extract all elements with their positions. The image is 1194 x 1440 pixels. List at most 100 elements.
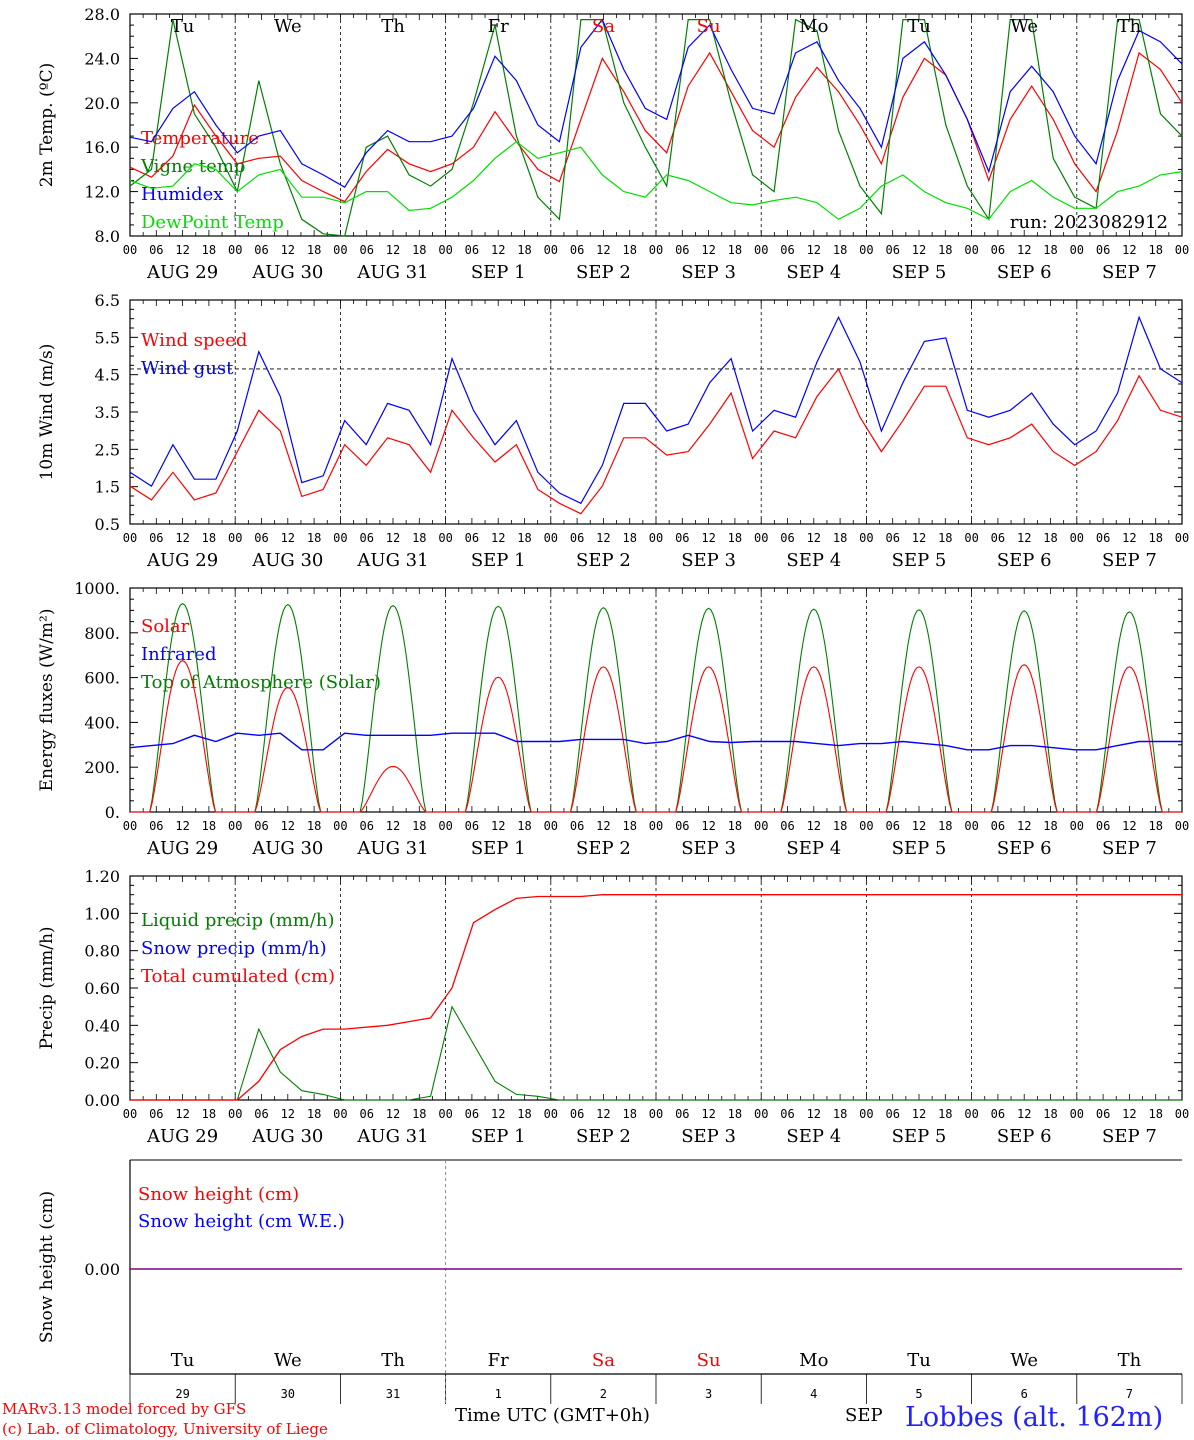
x-date-label: SEP 3 — [681, 550, 736, 571]
x-hour-tick-label: 00 — [438, 1107, 452, 1121]
series-line — [130, 894, 1182, 1101]
x-hour-tick-label: 12 — [1122, 819, 1136, 833]
day-number-label: 7 — [1126, 1387, 1133, 1401]
x-date-label: SEP 5 — [892, 838, 947, 859]
x-hour-tick-label: 12 — [912, 531, 926, 545]
series-line — [129, 18, 1183, 189]
y-tick-label: 16.0 — [84, 138, 120, 157]
x-hour-tick-label: 06 — [991, 531, 1005, 545]
x-hour-tick-label: 12 — [491, 819, 505, 833]
panel-2: 00 06 12 18 AUG 29 00 06 12 18 AUG 30 00 06 12 18 AUG … — [37, 291, 1189, 571]
day-name-label: Th — [1118, 16, 1142, 37]
x-hour-tick-label: 12 — [175, 531, 189, 545]
x-hour-tick-label: 18 — [202, 243, 216, 257]
day-name-label: Tu — [907, 16, 931, 37]
x-date-label: SEP 4 — [786, 262, 841, 283]
x-hour-tick-label: 06 — [675, 531, 689, 545]
day-number-label: 6 — [1021, 1387, 1028, 1401]
y-tick-label: 20.0 — [84, 94, 120, 113]
day-name-label: Su — [697, 1350, 721, 1371]
x-hour-tick-label: 00 — [1070, 531, 1084, 545]
x-hour-tick-label: 00 — [859, 243, 873, 257]
x-date-label: SEP 6 — [997, 838, 1052, 859]
x-hour-tick-label: 06 — [885, 819, 899, 833]
series-line — [129, 140, 1183, 221]
x-hour-tick-label: 00 — [859, 819, 873, 833]
day-name-label: We — [274, 16, 302, 37]
x-hour-tick-label: 00 — [333, 243, 347, 257]
x-hour-tick-label: 18 — [202, 531, 216, 545]
y-tick-label: 24.0 — [84, 49, 120, 68]
day-name-label: Sa — [592, 1350, 615, 1371]
x-hour-tick-label: 06 — [885, 531, 899, 545]
x-hour-tick-label: 12 — [701, 531, 715, 545]
day-number-label: 2 — [600, 1387, 607, 1401]
y-axis-label: Energy fluxes (W/m²) — [37, 609, 57, 792]
x-hour-tick-label: 12 — [1017, 819, 1031, 833]
legend-entry: Wind gust — [141, 358, 234, 379]
y-tick-label: 28.0 — [84, 5, 120, 24]
x-hour-tick-label: 18 — [517, 243, 531, 257]
x-hour-tick-label: 18 — [938, 1107, 952, 1121]
x-hour-tick-label: 06 — [1096, 1107, 1110, 1121]
day-name-label: Su — [697, 16, 721, 37]
x-hour-tick-label: 18 — [728, 531, 742, 545]
x-hour-tick-label: 06 — [465, 531, 479, 545]
x-hour-tick-label: 12 — [491, 531, 505, 545]
panel-frame — [129, 299, 1183, 525]
x-hour-tick-label: 18 — [1148, 243, 1162, 257]
x-hour-tick-label: 00 — [228, 531, 242, 545]
x-hour-tick-label: 00 — [544, 531, 558, 545]
x-hour-tick-label: 18 — [1043, 819, 1057, 833]
x-hour-tick-label: 18 — [517, 819, 531, 833]
x-hour-tick-label: 12 — [912, 1107, 926, 1121]
x-hour-tick-label: 12 — [281, 1107, 295, 1121]
day-name-label: Tu — [907, 1350, 931, 1371]
x-hour-tick-label: 18 — [833, 531, 847, 545]
x-date-label: SEP 3 — [681, 1126, 736, 1147]
x-hour-tick-label: 12 — [912, 243, 926, 257]
y-tick-label: 5.5 — [95, 328, 120, 347]
day-name-label: We — [274, 1350, 302, 1371]
x-hour-tick-label: 12 — [1017, 531, 1031, 545]
y-tick-label: 0.20 — [84, 1054, 120, 1073]
x-hour-tick-label: 12 — [386, 1107, 400, 1121]
x-hour-tick-label: 06 — [675, 1107, 689, 1121]
legend-entry: Snow height (cm W.E.) — [138, 1211, 345, 1232]
x-hour-tick-label: 18 — [938, 819, 952, 833]
x-date-label: SEP 4 — [786, 550, 841, 571]
x-date-label: AUG 30 — [251, 838, 323, 859]
y-tick-label: 800. — [84, 624, 120, 643]
y-tick-label: 0.5 — [95, 515, 120, 534]
x-hour-tick-label: 06 — [570, 1107, 584, 1121]
x-hour-tick-label: 12 — [175, 1107, 189, 1121]
x-hour-tick-label: 12 — [281, 243, 295, 257]
x-hour-tick-label: 06 — [465, 1107, 479, 1121]
x-date-label: AUG 29 — [146, 550, 218, 571]
day-name-label: Th — [1118, 1350, 1142, 1371]
x-hour-tick-label: 00 — [544, 1107, 558, 1121]
x-hour-tick-label: 18 — [833, 819, 847, 833]
x-hour-tick-label: 12 — [386, 531, 400, 545]
x-hour-tick-label: 12 — [1017, 1107, 1031, 1121]
x-hour-tick-label: 06 — [675, 243, 689, 257]
x-hour-tick-label: 00 — [123, 1107, 137, 1121]
x-hour-tick-label: 18 — [622, 531, 636, 545]
x-hour-tick-label: 06 — [149, 1107, 163, 1121]
y-tick-label: 0.00 — [84, 1091, 120, 1110]
x-hour-tick-label: 18 — [307, 531, 321, 545]
x-hour-tick-label: 00 — [1070, 1107, 1084, 1121]
x-hour-tick-label: 18 — [412, 531, 426, 545]
series-line — [129, 732, 1182, 751]
x-hour-tick-label: 18 — [517, 1107, 531, 1121]
series-line — [129, 367, 1183, 515]
x-hour-tick-label: 06 — [359, 1107, 373, 1121]
x-hour-tick-label: 00 — [1175, 819, 1189, 833]
day-number-label: 1 — [495, 1387, 502, 1401]
x-hour-tick-label: 06 — [885, 243, 899, 257]
x-hour-tick-label: 12 — [1017, 243, 1031, 257]
month-label: SEP — [845, 1405, 883, 1426]
x-hour-tick-label: 18 — [938, 243, 952, 257]
x-hour-tick-label: 06 — [1096, 819, 1110, 833]
x-date-label: SEP 7 — [1102, 1126, 1157, 1147]
